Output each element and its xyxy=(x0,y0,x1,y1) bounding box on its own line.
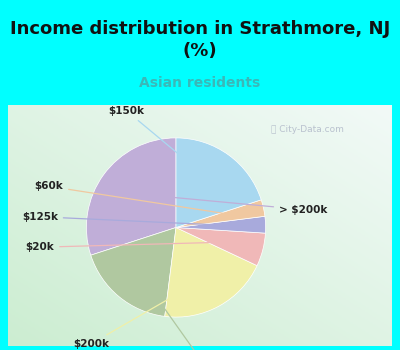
Wedge shape xyxy=(176,200,265,228)
Wedge shape xyxy=(165,228,257,317)
Text: Asian residents: Asian residents xyxy=(139,76,261,90)
Wedge shape xyxy=(86,138,176,255)
Wedge shape xyxy=(176,216,266,233)
Text: $20k: $20k xyxy=(26,242,230,252)
Text: $60k: $60k xyxy=(34,181,230,214)
Wedge shape xyxy=(91,228,176,316)
Text: $200k: $200k xyxy=(73,280,202,349)
Wedge shape xyxy=(176,138,261,228)
Text: $50k: $50k xyxy=(140,275,216,350)
Text: > $200k: > $200k xyxy=(132,194,328,215)
Wedge shape xyxy=(176,228,266,266)
Text: ⓘ City-Data.com: ⓘ City-Data.com xyxy=(271,125,344,134)
Text: $150k: $150k xyxy=(109,106,208,178)
Text: $125k: $125k xyxy=(22,212,232,225)
Text: Income distribution in Strathmore, NJ
(%): Income distribution in Strathmore, NJ (%… xyxy=(10,20,390,60)
